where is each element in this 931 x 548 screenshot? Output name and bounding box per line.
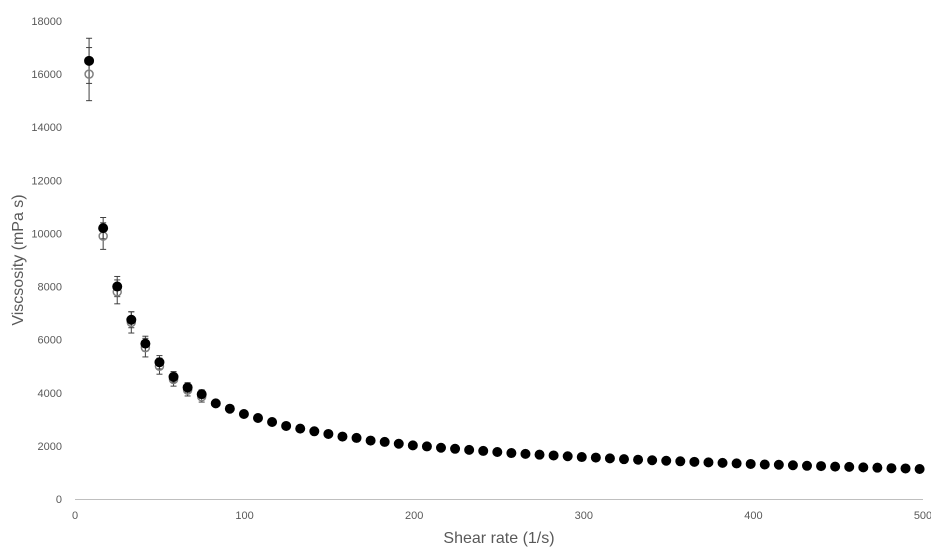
filled-data-point — [182, 382, 193, 393]
y-tick-label: 14000 — [31, 122, 62, 134]
filled-data-point — [816, 461, 827, 472]
y-tick-label: 0 — [56, 494, 62, 506]
filled-data-point — [773, 459, 784, 470]
filled-data-point — [365, 435, 376, 446]
filled-data-point — [633, 454, 644, 465]
filled-data-point — [759, 459, 770, 470]
filled-data-point — [661, 455, 672, 466]
filled-data-point — [745, 458, 756, 469]
filled-data-point — [154, 357, 165, 368]
filled-data-point — [379, 436, 390, 447]
filled-data-point — [421, 441, 432, 452]
x-tick-label: 500 — [914, 510, 931, 522]
filled-data-point — [590, 452, 601, 463]
filled-data-point — [703, 457, 714, 468]
filled-data-point — [168, 371, 179, 382]
filled-data-point — [112, 281, 123, 292]
filled-data-point — [309, 426, 320, 437]
data-points — [84, 55, 925, 474]
filled-data-point — [337, 431, 348, 442]
filled-data-point — [886, 463, 897, 474]
filled-data-point — [450, 443, 461, 454]
filled-data-point — [717, 457, 728, 468]
filled-data-point — [98, 223, 109, 234]
y-tick-label: 18000 — [31, 16, 62, 28]
x-axis-ticks: 0 100 200 300 400 500 — [72, 510, 931, 522]
filled-data-point — [872, 462, 883, 473]
filled-data-point — [787, 460, 798, 471]
filled-data-point — [351, 432, 362, 443]
y-tick-label: 6000 — [38, 335, 62, 347]
x-tick-label: 100 — [235, 510, 253, 522]
x-tick-label: 400 — [744, 510, 762, 522]
filled-data-point — [830, 461, 841, 472]
filled-data-point — [731, 458, 742, 469]
y-tick-label: 4000 — [38, 388, 62, 400]
filled-data-point — [238, 409, 249, 420]
filled-data-point — [295, 423, 306, 434]
filled-data-point — [506, 448, 517, 459]
filled-data-point — [210, 398, 221, 409]
filled-data-point — [618, 454, 629, 465]
filled-data-point — [548, 450, 559, 461]
y-tick-label: 12000 — [31, 175, 62, 187]
filled-data-point — [858, 462, 869, 473]
open-data-point — [84, 69, 94, 79]
filled-data-point — [675, 456, 686, 467]
y-tick-label: 16000 — [31, 69, 62, 81]
filled-data-point — [520, 448, 531, 459]
filled-data-point — [393, 438, 404, 449]
filled-data-point — [224, 403, 235, 414]
filled-data-point — [492, 446, 503, 457]
x-tick-label: 300 — [575, 510, 593, 522]
filled-data-point — [801, 460, 812, 471]
filled-data-point — [407, 440, 418, 451]
y-axis-ticks: 0 2000 4000 6000 8000 10000 12000 14000 16000 180… — [31, 16, 62, 506]
filled-data-point — [84, 55, 95, 66]
filled-data-point — [464, 444, 475, 455]
filled-data-point — [534, 449, 545, 460]
filled-data-point — [647, 455, 658, 466]
filled-data-point — [435, 442, 446, 453]
filled-data-point — [604, 453, 615, 464]
filled-data-point — [689, 456, 700, 467]
filled-data-point — [844, 461, 855, 472]
filled-data-point — [281, 420, 292, 431]
filled-data-point — [252, 413, 263, 424]
filled-data-point — [576, 452, 587, 463]
y-axis-title: Viscsosity (mPa s) — [10, 194, 27, 325]
filled-data-point — [562, 451, 573, 462]
y-tick-label: 8000 — [38, 282, 62, 294]
filled-data-point — [323, 428, 334, 439]
x-axis-title: Shear rate (1/s) — [443, 530, 554, 547]
filled-data-point — [196, 389, 207, 400]
filled-data-point — [267, 416, 278, 427]
filled-data-point — [900, 463, 911, 474]
x-tick-label: 200 — [405, 510, 423, 522]
x-tick-label: 0 — [72, 510, 78, 522]
filled-data-point — [126, 314, 137, 325]
y-tick-label: 10000 — [31, 228, 62, 240]
filled-data-point — [140, 338, 151, 349]
filled-data-point — [478, 445, 489, 456]
y-tick-label: 2000 — [38, 441, 62, 453]
filled-data-point — [914, 463, 925, 474]
